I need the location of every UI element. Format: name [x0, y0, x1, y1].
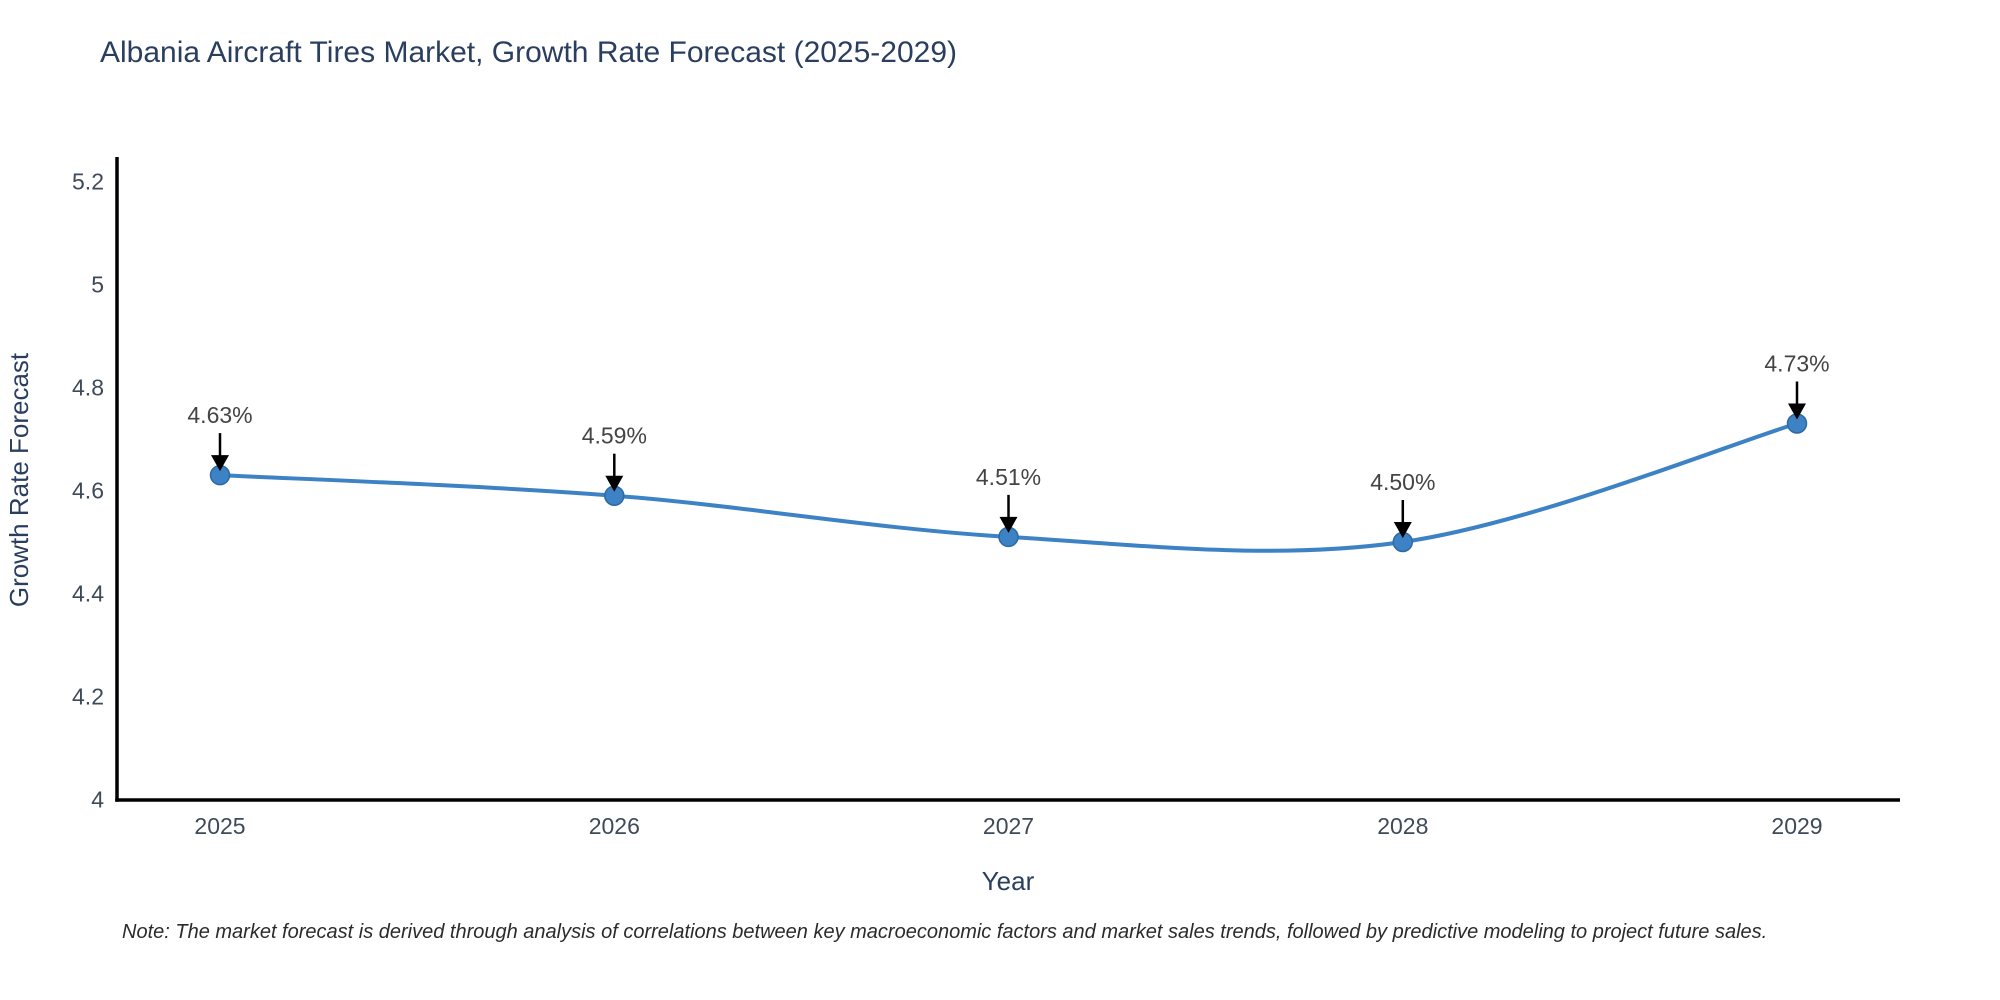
annotation-arrowhead: [1788, 403, 1806, 420]
y-tick-label: 5.2: [72, 169, 104, 195]
x-tick-label: 2026: [589, 813, 640, 839]
y-axis-ticks: 4 4.2 4.4 4.6 4.8 5 5.2: [72, 169, 104, 813]
annotation-arrowhead: [1393, 522, 1412, 538]
y-axis-title: Growth Rate Forecast: [4, 352, 34, 607]
x-tick-label: 2027: [983, 813, 1034, 839]
data-point-label: 4.50%: [1370, 469, 1435, 495]
x-tick-label: 2028: [1377, 813, 1428, 839]
x-tick-label: 2025: [194, 813, 245, 839]
x-tick-label: 2029: [1771, 813, 1822, 839]
y-tick-label: 4.2: [72, 684, 104, 710]
data-point-label: 4.51%: [976, 464, 1041, 490]
x-axis-ticks: 2025 2026 2027 2028 2029: [194, 813, 1822, 839]
footnote: Note: The market forecast is derived thr…: [122, 921, 1768, 943]
y-tick-label: 4.8: [72, 375, 104, 401]
x-axis-title: Year: [982, 866, 1035, 896]
data-point-label: 4.63%: [187, 402, 252, 428]
data-point-label: 4.73%: [1764, 351, 1829, 377]
y-tick-label: 4.4: [72, 581, 104, 607]
y-tick-label: 5: [91, 272, 104, 298]
y-tick-label: 4.6: [72, 478, 104, 504]
point-annotations: 4.63% 4.59% 4.51% 4.50% 4.73%: [187, 351, 1830, 538]
annotation-arrowhead: [999, 516, 1018, 533]
chart-title: Albania Aircraft Tires Market, Growth Ra…: [100, 36, 958, 69]
data-point-label: 4.59%: [582, 423, 647, 449]
annotation-arrowhead: [211, 455, 229, 472]
annotation-arrowhead: [605, 475, 624, 492]
forecast-series: [209, 413, 1808, 553]
y-tick-label: 4: [91, 787, 104, 813]
